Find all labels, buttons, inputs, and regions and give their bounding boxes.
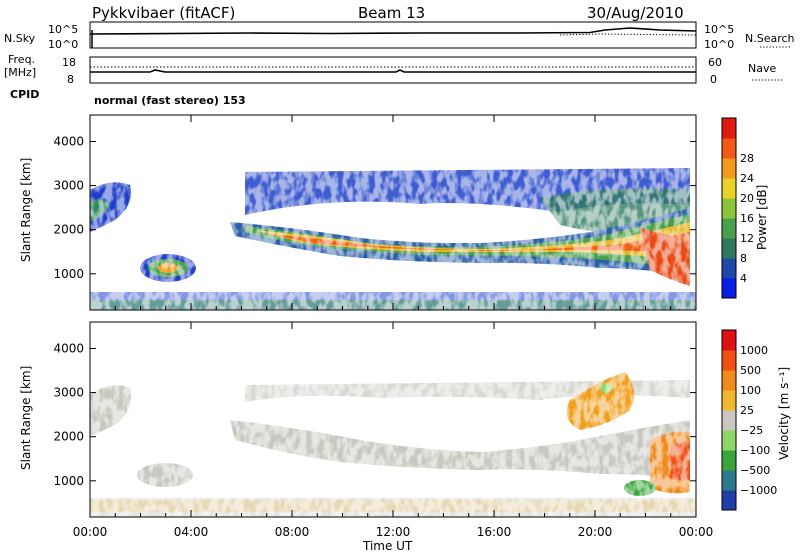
nave-right-tick-top: 60: [708, 56, 722, 69]
colorbar-swatch: [722, 258, 736, 279]
nsky-label: N.Sky: [4, 32, 36, 45]
colorbar-swatch: [722, 198, 736, 219]
colorbar-swatch: [722, 238, 736, 259]
cpid-label: CPID: [10, 88, 39, 101]
colorbar-swatch: [722, 410, 736, 431]
colorbar-tick-label: 20: [740, 192, 754, 205]
colorbar-tick-label: −500: [740, 464, 770, 477]
nsky-left-tick-bottom: 10^0: [48, 38, 78, 51]
xtick-label: 00:00: [73, 525, 108, 539]
ytick-label: 1000: [53, 267, 84, 281]
ytick-label: 4000: [53, 341, 84, 355]
colorbar-swatch: [722, 278, 736, 299]
freq-left-tick-bottom: 8: [67, 73, 74, 86]
nsky-right-tick-top: 10^5: [704, 23, 734, 36]
power-yticks: 1000 2000 3000 4000: [53, 134, 696, 281]
colorbar-swatch: [722, 330, 736, 351]
nave-label: Nave: [748, 62, 776, 75]
ytick-label: 2000: [53, 223, 84, 237]
colorbar-tick-label: −100: [740, 444, 770, 457]
ytick-label: 4000: [53, 134, 84, 148]
nsearch-label: N.Search: [745, 32, 795, 45]
nsky-trace: [89, 27, 697, 35]
cpid-text: normal (fast stereo) 153: [94, 94, 246, 107]
colorbar-tick-label: 16: [740, 212, 754, 225]
xtick-label: 16:00: [477, 525, 512, 539]
colorbar-tick-label: −1000: [740, 484, 777, 497]
velocity-panel: 1000 2000 3000 4000 00:00 04:00 08:00 12:00 16:…: [19, 115, 791, 553]
ytick-label: 1000: [53, 474, 84, 488]
nsky-panel: N.Sky 10^5 10^0 10^5 10^0 N.Search: [4, 21, 795, 51]
power-heatmap: [90, 115, 696, 310]
power-colorbar: 4 8 12 16 20 24 28: [721, 117, 754, 299]
colorbar-tick-label: 25: [740, 404, 754, 417]
freq-label: Freq.: [8, 53, 35, 66]
power-panel: 1000 2000 3000 4000 Slant Range [km] 4 8 12 16…: [19, 114, 769, 311]
freq-panel: Freq. [MHz] 18 8 60 0 Nave CPID normal (…: [4, 53, 782, 107]
colorbar-tick-label: 8: [740, 252, 747, 265]
colorbar-tick-label: 1000: [740, 344, 768, 357]
colorbar-tick-label: 28: [740, 152, 754, 165]
colorbar-tick-label: 500: [740, 364, 761, 377]
velocity-xticks: 00:00 04:00 08:00 12:00 16:00 20:00 00:00: [73, 115, 714, 539]
colorbar-tick-label: 24: [740, 172, 754, 185]
velocity-yticks: 1000 2000 3000 4000: [53, 341, 696, 488]
colorbar-swatch: [722, 390, 736, 411]
colorbar-swatch: [722, 118, 736, 139]
nsky-left-tick-top: 10^5: [48, 23, 78, 36]
colorbar-swatch: [722, 450, 736, 471]
ytick-label: 2000: [53, 430, 84, 444]
colorbar-swatch: [722, 470, 736, 491]
velocity-xlabel: Time UT: [362, 539, 413, 553]
xtick-label: 12:00: [376, 525, 411, 539]
colorbar-tick-label: −25: [740, 424, 763, 437]
xtick-label: 20:00: [578, 525, 613, 539]
ytick-label: 3000: [53, 386, 84, 400]
nave-right-tick-bottom: 0: [710, 73, 717, 86]
freq-trace: [90, 69, 696, 73]
colorbar-swatch: [722, 430, 736, 451]
beam-label: Beam 13: [358, 4, 425, 22]
colorbar-swatch: [722, 158, 736, 179]
velocity-colorbar-label: Velocity [m s⁻¹]: [777, 367, 791, 460]
colorbar-frame: [721, 117, 737, 299]
colorbar-tick-label: 12: [740, 232, 754, 245]
xtick-label: 04:00: [174, 525, 209, 539]
xtick-label: 00:00: [679, 525, 714, 539]
date-label: 30/Aug/2010: [587, 4, 684, 22]
colorbar-swatch: [722, 138, 736, 159]
ytick-label: 3000: [53, 179, 84, 193]
colorbar-swatch: [722, 490, 736, 511]
freq-left-tick-top: 18: [62, 56, 76, 69]
xtick-label: 08:00: [275, 525, 310, 539]
colorbar-frame: [721, 329, 737, 511]
power-colorbar-label: Power [dB]: [755, 185, 769, 250]
velocity-ylabel: Slant Range [km]: [19, 366, 33, 470]
power-ylabel: Slant Range [km]: [19, 158, 33, 262]
colorbar-swatch: [722, 218, 736, 239]
colorbar-swatch: [722, 370, 736, 391]
velocity-colorbar: 1000 500 100 25 −25 −100 −500 −1000: [721, 329, 777, 511]
colorbar-swatch: [722, 350, 736, 371]
station-title: Pykkvibaer (fitACF): [92, 4, 235, 22]
colorbar-swatch: [722, 178, 736, 199]
freq-unit-label: [MHz]: [4, 66, 36, 79]
nsky-right-tick-bottom: 10^0: [704, 38, 734, 51]
colorbar-tick-label: 100: [740, 384, 761, 397]
nsearch-trace: [559, 33, 697, 36]
velocity-heatmap: [90, 322, 696, 517]
colorbar-tick-label: 4: [740, 272, 747, 285]
